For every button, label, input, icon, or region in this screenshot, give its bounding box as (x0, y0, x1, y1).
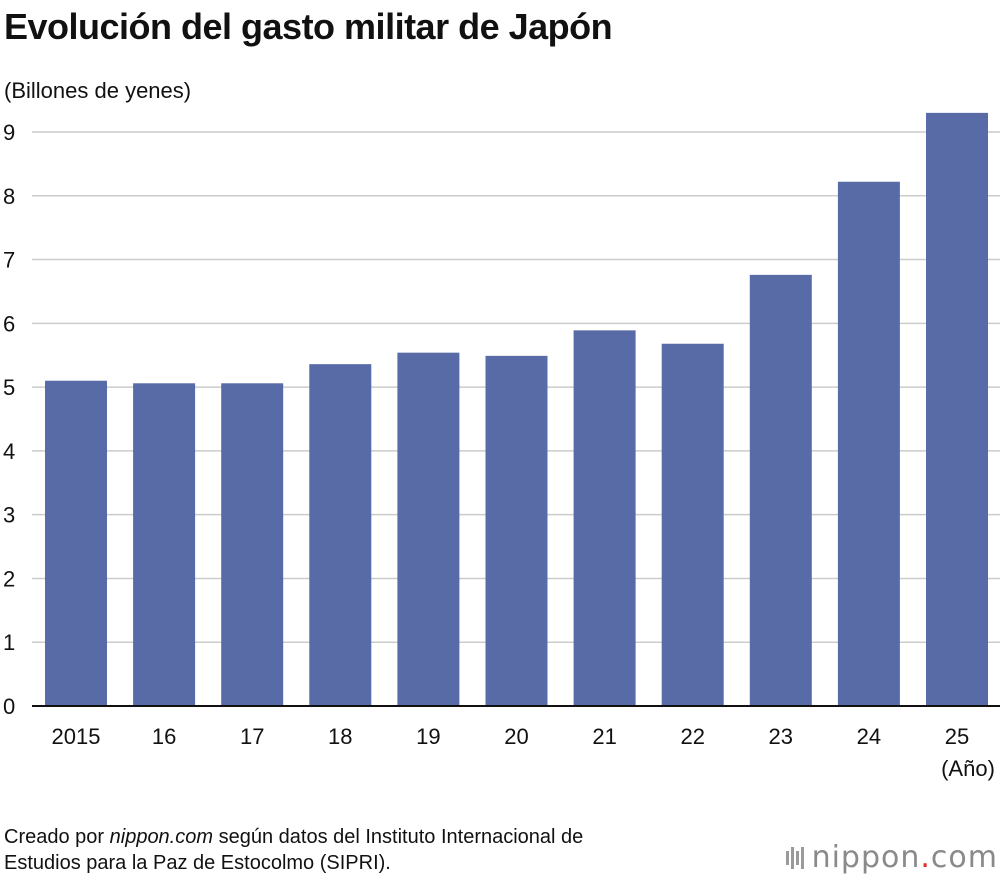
y-tick-label: 9 (3, 120, 15, 145)
x-tick-label: 17 (240, 724, 264, 749)
y-tick-label: 2 (3, 566, 15, 591)
y-tick-label: 7 (3, 248, 15, 273)
x-tick-label: 16 (152, 724, 176, 749)
y-tick-label: 0 (3, 694, 15, 719)
bar (221, 383, 284, 706)
source-line-2: Estudios para la Paz de Estocolmo (SIPRI… (4, 852, 391, 874)
bar (661, 343, 724, 706)
bar (45, 380, 107, 706)
logo-text: nippon.com (811, 840, 998, 875)
y-tick-label: 3 (3, 503, 15, 528)
source-site: nippon.com (109, 826, 214, 848)
y-tick-label: 8 (3, 184, 15, 209)
bar (749, 274, 812, 706)
y-tick-label: 6 (3, 311, 15, 336)
x-tick-label: 24 (857, 724, 881, 749)
x-tick-label: 23 (769, 724, 793, 749)
bar (573, 330, 636, 706)
nippon-logo: nippon.com (785, 840, 998, 875)
y-tick-label: 5 (3, 375, 15, 400)
source-note: Creado por nippon.com según datos del In… (4, 824, 583, 876)
chart-title: Evolución del gasto militar de Japón (4, 6, 613, 47)
y-tick-label: 4 (3, 439, 15, 464)
x-tick-label: 18 (328, 724, 352, 749)
bar (309, 364, 372, 706)
bar (133, 383, 196, 706)
bar (926, 112, 988, 706)
source-line-1: Creado por nippon.com según datos del In… (4, 826, 584, 848)
logo-mark-icon (785, 846, 804, 869)
bar (837, 181, 900, 706)
x-tick-label: 20 (504, 724, 528, 749)
x-tick-label: 19 (416, 724, 440, 749)
y-tick-label: 1 (3, 630, 15, 655)
bar (397, 352, 460, 706)
bar (485, 355, 548, 706)
x-tick-label: 25 (945, 724, 969, 749)
x-axis-label: (Año) (941, 756, 995, 781)
x-tick-label: 21 (592, 724, 616, 749)
x-tick-label: 22 (680, 724, 704, 749)
y-axis-unit-label: (Billones de yenes) (4, 78, 192, 103)
x-tick-label: 2015 (52, 724, 101, 749)
